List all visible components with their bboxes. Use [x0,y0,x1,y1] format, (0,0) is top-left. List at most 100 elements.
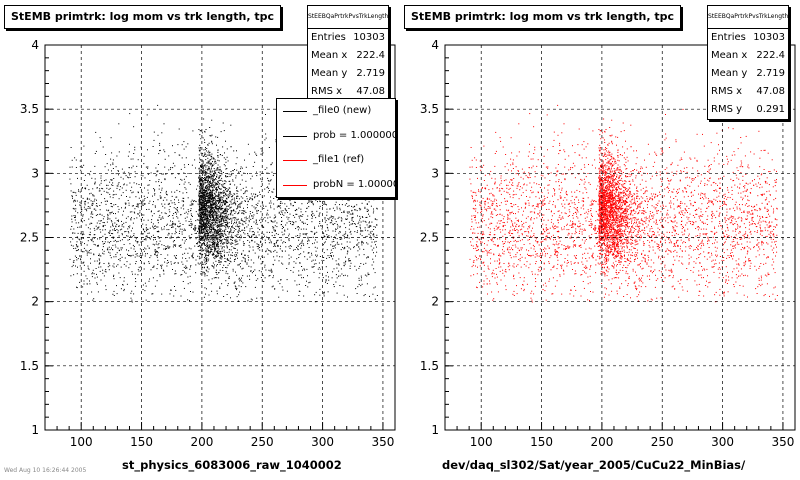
data-point [212,170,214,172]
data-point [270,205,271,207]
data-point [156,251,158,253]
data-point [205,194,207,196]
data-point [348,200,350,202]
data-point [143,263,145,265]
data-point [109,187,111,189]
data-point [342,199,343,201]
data-point [211,229,212,231]
data-point [216,220,218,221]
data-point [347,199,349,201]
data-point [95,131,97,133]
data-point [209,226,211,228]
data-point [107,266,109,268]
data-point [230,124,232,126]
data-point [200,197,202,199]
data-point [229,218,231,220]
data-point [352,223,354,225]
data-point [204,203,206,205]
data-point [212,227,214,229]
data-point [350,223,352,225]
data-point [230,244,232,245]
data-point [113,194,115,196]
data-point [200,235,202,237]
data-point [184,271,185,273]
data-point [73,208,75,210]
data-point [116,265,117,267]
data-point [218,261,220,263]
data-point [211,231,213,233]
data-point [208,168,210,170]
data-point [210,209,212,210]
data-point [228,233,230,235]
data-point [143,262,145,264]
data-point [157,199,159,201]
data-point [291,221,293,223]
data-point [224,255,225,257]
data-point [237,257,238,259]
data-point [73,274,75,276]
data-point [183,266,185,268]
data-point [180,168,182,170]
data-point [105,269,107,270]
data-point [192,204,194,206]
data-point [207,157,209,159]
data-point [202,197,204,199]
data-point [218,211,220,213]
data-point [218,185,220,187]
data-point [136,217,138,219]
data-point [217,241,219,243]
data-point [185,258,187,259]
data-point [259,229,261,231]
data-point [220,201,222,203]
data-point [200,227,202,229]
data-point [236,221,237,223]
data-point [209,205,211,206]
data-point [204,130,206,132]
data-point [268,147,270,148]
data-point [228,259,230,261]
data-point [224,233,226,235]
data-point [115,226,117,228]
data-point [236,289,237,291]
data-point [214,249,216,251]
data-point [145,299,147,301]
data-point [198,258,200,260]
data-point [173,255,175,257]
data-point [78,238,80,240]
data-point [175,228,177,230]
data-point [203,236,205,237]
data-point [82,262,84,264]
data-point [185,272,187,274]
data-point [203,182,205,184]
data-point [115,225,117,227]
data-point [219,252,221,254]
data-point [236,240,238,242]
data-point [348,211,350,213]
data-point [220,171,222,173]
data-point [210,171,212,173]
data-point [199,130,201,132]
data-point [264,277,266,279]
data-point [201,191,203,193]
data-point [206,200,208,202]
data-point [282,242,284,244]
data-point [206,172,208,174]
data-point [87,198,89,200]
data-point [100,231,102,233]
data-point [261,216,263,218]
data-point [121,187,123,189]
data-point [204,199,206,201]
data-point [112,225,114,227]
data-point [308,282,310,284]
data-point [329,255,331,257]
data-point [266,212,268,214]
data-point [210,185,211,187]
data-point [208,204,210,206]
data-point [212,191,214,193]
data-point [213,232,215,234]
data-point [133,211,135,213]
data-point [299,215,301,217]
data-point [142,289,144,290]
data-point [198,210,200,212]
data-point [207,246,209,248]
